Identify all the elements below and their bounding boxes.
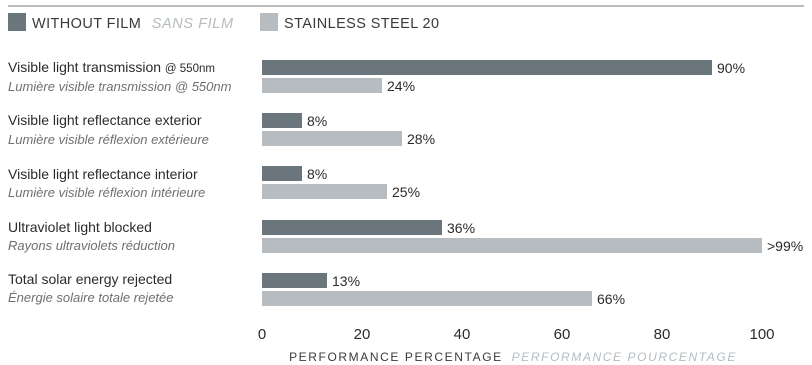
x-tick-label-0: 0 (258, 326, 266, 343)
bar-series-0-cat-3 (262, 220, 442, 235)
category-label-4: Total solar energy rejected (8, 271, 172, 287)
category-label-0-unit: @ 550nm (165, 63, 215, 75)
legend-label-without-film-fr: SANS FILM (152, 16, 234, 32)
data-label-series-0-cat-3: 36% (447, 220, 475, 236)
bar-series-0-cat-2 (262, 166, 302, 181)
bar-series-1-cat-0 (262, 78, 382, 93)
bars: 90% 8% 8% 36% 13% 24% 28% 25% >99% 66% (262, 60, 803, 307)
bar-series-1-cat-1 (262, 131, 402, 146)
x-tick-label-60: 60 (554, 326, 571, 343)
category-label-1-fr: Lumière visible réflexion extérieure (8, 132, 209, 147)
data-label-series-1-cat-0: 24% (387, 78, 415, 94)
category-label-1: Visible light reflectance exterior (8, 112, 202, 128)
category-labels: Visible light transmission @ 550nm Lumiè… (8, 59, 232, 305)
data-label-series-0-cat-4: 13% (332, 273, 360, 289)
x-tick-label-100: 100 (749, 326, 774, 343)
legend: WITHOUT FILM SANS FILM STAINLESS STEEL 2… (8, 13, 440, 32)
data-label-series-1-cat-1: 28% (407, 131, 435, 147)
legend-swatch-stainless-steel (260, 13, 278, 31)
data-label-series-0-cat-0: 90% (717, 60, 745, 76)
data-label-series-1-cat-2: 25% (392, 184, 420, 200)
x-axis-label: PERFORMANCE PERCENTAGE PERFORMANCE POURC… (289, 350, 737, 364)
category-label-3-fr: Rayons ultraviolets réduction (8, 238, 175, 253)
x-axis-label-fr: PERFORMANCE POURCENTAGE (512, 350, 737, 364)
x-tick-label-20: 20 (354, 326, 371, 343)
category-label-0: Visible light transmission @ 550nm (8, 59, 215, 75)
x-axis-ticks: 0 20 40 60 80 100 (258, 326, 775, 343)
bar-series-1-cat-4 (262, 291, 592, 306)
data-label-series-0-cat-1: 8% (307, 113, 327, 129)
data-label-series-1-cat-4: 66% (597, 291, 625, 307)
data-label-series-1-cat-3: >99% (767, 238, 803, 254)
bar-series-0-cat-0 (262, 60, 712, 75)
category-label-2-fr: Lumière visible réflexion intérieure (8, 185, 205, 200)
bar-series-0-cat-4 (262, 273, 327, 288)
bar-series-0-cat-1 (262, 113, 302, 128)
x-tick-label-80: 80 (654, 326, 671, 343)
category-label-3: Ultraviolet light blocked (8, 219, 152, 235)
data-label-series-0-cat-2: 8% (307, 166, 327, 182)
bar-series-1-cat-3 (262, 238, 762, 253)
legend-swatch-without-film (8, 13, 26, 31)
category-label-4-fr: Énergie solaire totale rejetée (8, 290, 174, 305)
category-label-2: Visible light reflectance interior (8, 166, 198, 182)
legend-label-without-film: WITHOUT FILM SANS FILM (32, 16, 234, 32)
bar-series-1-cat-2 (262, 184, 387, 199)
x-tick-label-40: 40 (454, 326, 471, 343)
legend-label-stainless-steel: STAINLESS STEEL 20 (284, 16, 440, 32)
category-label-0-fr: Lumière visible transmission @ 550nm (8, 79, 232, 94)
